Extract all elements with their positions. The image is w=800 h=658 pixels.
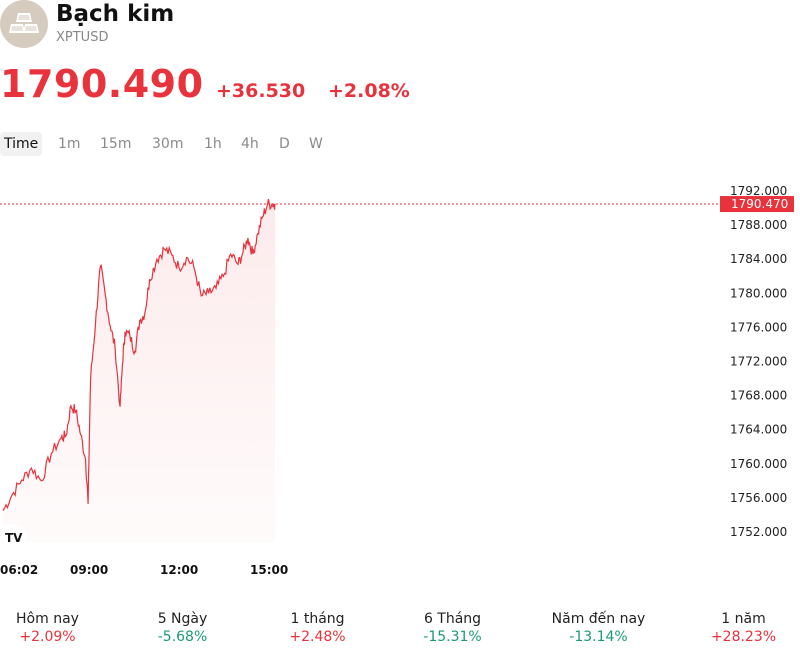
tab-15m[interactable]: 15m bbox=[100, 136, 132, 152]
current-price: 1790.490 bbox=[0, 62, 204, 106]
x-tick-label: 12:00 bbox=[160, 563, 198, 577]
price-area-fill bbox=[3, 199, 275, 542]
perf-value: -15.31% bbox=[423, 629, 482, 645]
tab-30m[interactable]: 30m bbox=[152, 136, 184, 152]
perf-value: +2.09% bbox=[19, 629, 76, 645]
y-tick-label: 1776.000 bbox=[730, 320, 787, 334]
price-change: +36.530 bbox=[216, 80, 306, 102]
y-tick-label: 1792.000 bbox=[730, 184, 787, 198]
price-chart[interactable]: 1792.000 1788.000 1784.000 1780.000 1776.000… bbox=[0, 170, 800, 590]
y-tick-label: 1784.000 bbox=[730, 252, 787, 266]
tab-time[interactable]: Time bbox=[0, 132, 43, 156]
perf-label: 6 Tháng bbox=[423, 611, 482, 627]
y-tick-label: 1768.000 bbox=[730, 389, 787, 403]
perf-value: +2.48% bbox=[289, 629, 346, 645]
svg-text:TV: TV bbox=[5, 531, 23, 545]
y-tick-label: 1760.000 bbox=[730, 457, 787, 471]
tab-4h[interactable]: 4h bbox=[241, 136, 259, 152]
perf-5d[interactable]: 5 Ngày -5.68% bbox=[116, 610, 249, 646]
perf-6m[interactable]: 6 Tháng -15.31% bbox=[386, 610, 519, 646]
perf-value: -5.68% bbox=[157, 629, 208, 645]
perf-label: 1 năm bbox=[721, 611, 766, 627]
perf-label: Năm đến nay bbox=[551, 611, 646, 627]
price-change-percent: +2.08% bbox=[328, 80, 410, 102]
perf-value: -13.14% bbox=[569, 629, 628, 645]
x-tick-label: 06:02 bbox=[0, 563, 38, 577]
y-axis: 1792.000 1788.000 1784.000 1780.000 1776.000… bbox=[730, 184, 787, 539]
perf-label: 1 tháng bbox=[290, 611, 345, 627]
x-tick-label: 15:00 bbox=[250, 563, 288, 577]
tab-1h[interactable]: 1h bbox=[204, 136, 222, 152]
last-price-tag: 1790.470 bbox=[720, 196, 794, 213]
platinum-bars-icon bbox=[0, 0, 48, 48]
price-line bbox=[2, 198, 276, 512]
y-tick-label: 1752.000 bbox=[730, 525, 787, 539]
y-tick-label: 1788.000 bbox=[730, 218, 787, 232]
x-axis: 06:02 09:00 12:00 15:00 bbox=[0, 563, 288, 577]
instrument-title: Bạch kim bbox=[56, 1, 175, 27]
perf-ytd[interactable]: Năm đến nay -13.14% bbox=[532, 610, 665, 646]
x-tick-label: 09:00 bbox=[70, 563, 108, 577]
tab-1m[interactable]: 1m bbox=[58, 136, 81, 152]
perf-1m[interactable]: 1 tháng +2.48% bbox=[251, 610, 384, 646]
instrument-symbol: XPTUSD bbox=[56, 30, 109, 45]
y-tick-label: 1780.000 bbox=[730, 286, 787, 300]
y-tick-label: 1764.000 bbox=[730, 423, 787, 437]
perf-1y[interactable]: 1 năm +28.23% bbox=[677, 610, 800, 646]
perf-label: 5 Ngày bbox=[157, 611, 208, 627]
tab-d[interactable]: D bbox=[279, 136, 290, 152]
tradingview-logo-icon[interactable]: TV bbox=[1, 524, 27, 550]
y-tick-label: 1772.000 bbox=[730, 355, 787, 369]
tab-w[interactable]: W bbox=[309, 136, 323, 152]
y-tick-label: 1756.000 bbox=[730, 491, 787, 505]
perf-today[interactable]: Hôm nay +2.09% bbox=[0, 610, 114, 646]
perf-label: Hôm nay bbox=[16, 611, 79, 627]
last-price-label: 1790.470 bbox=[731, 197, 788, 211]
perf-value: +28.23% bbox=[710, 629, 777, 645]
